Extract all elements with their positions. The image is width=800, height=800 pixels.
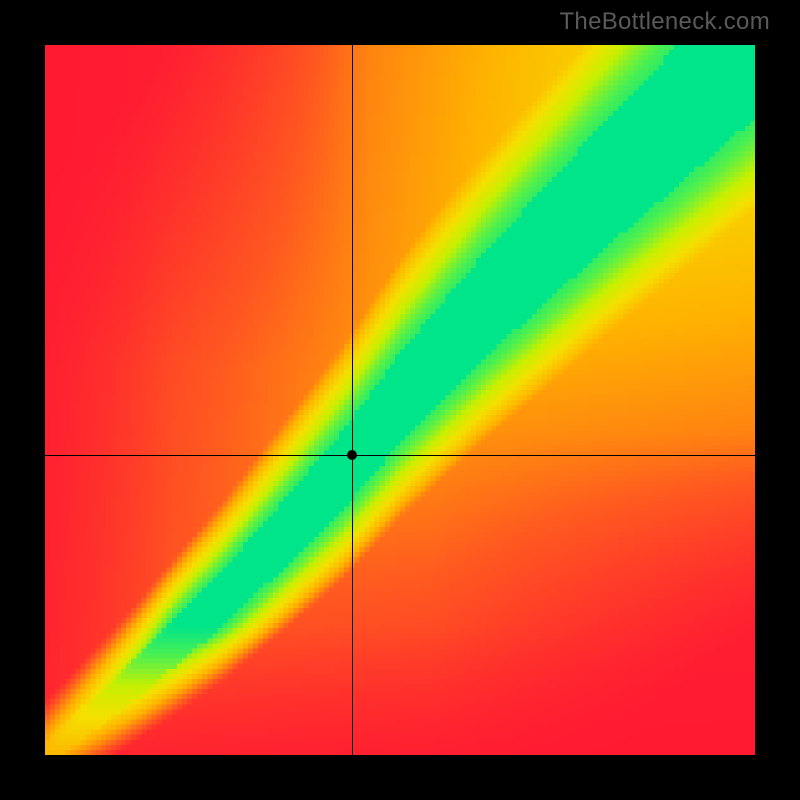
plot-area [45,45,755,755]
watermark-text: TheBottleneck.com [559,8,770,36]
crosshair-horizontal [45,455,755,456]
chart-outer: TheBottleneck.com [0,0,800,800]
crosshair-vertical [352,45,353,755]
crosshair-dot [347,450,357,460]
heatmap-canvas [45,45,755,755]
